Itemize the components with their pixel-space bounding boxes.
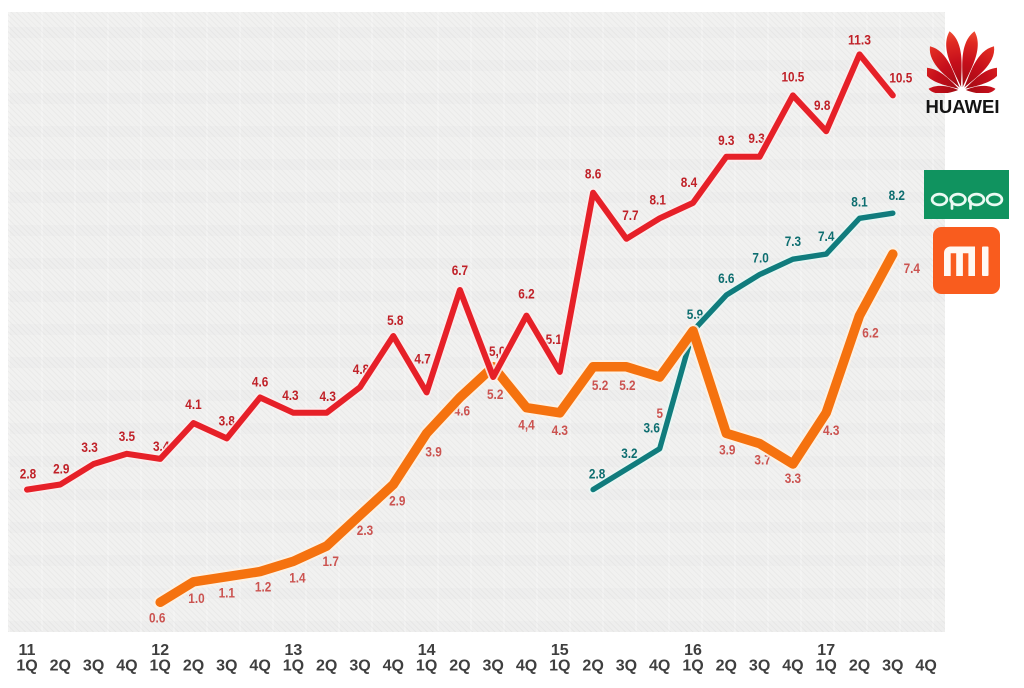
svg-text:9.3: 9.3 [748, 130, 765, 146]
svg-text:1Q: 1Q [682, 658, 703, 675]
svg-text:3.3: 3.3 [785, 470, 802, 486]
svg-text:2Q: 2Q [316, 658, 337, 675]
svg-text:7.3: 7.3 [785, 233, 802, 249]
svg-text:4,4: 4,4 [518, 417, 535, 433]
svg-text:4Q: 4Q [516, 658, 537, 675]
svg-text:4.3: 4.3 [552, 422, 569, 438]
svg-text:5.8: 5.8 [387, 312, 404, 328]
svg-text:10.5: 10.5 [889, 69, 912, 85]
svg-text:3Q: 3Q [483, 658, 504, 675]
svg-text:1.2: 1.2 [255, 579, 272, 595]
svg-text:3.5: 3.5 [119, 428, 136, 444]
svg-text:6.2: 6.2 [518, 286, 535, 302]
svg-text:14: 14 [418, 642, 436, 659]
svg-text:4.6: 4.6 [252, 374, 269, 390]
svg-text:2.9: 2.9 [389, 493, 406, 509]
svg-text:2Q: 2Q [50, 658, 71, 675]
svg-text:3Q: 3Q [349, 658, 370, 675]
svg-text:3Q: 3Q [83, 658, 104, 675]
svg-text:2Q: 2Q [183, 658, 204, 675]
svg-text:2Q: 2Q [449, 658, 470, 675]
svg-text:4Q: 4Q [782, 658, 803, 675]
svg-text:4.1: 4.1 [185, 396, 202, 412]
svg-text:4.3: 4.3 [282, 387, 299, 403]
svg-text:1Q: 1Q [816, 658, 837, 675]
svg-text:1Q: 1Q [16, 658, 37, 675]
svg-text:3Q: 3Q [882, 658, 903, 675]
svg-text:1Q: 1Q [416, 658, 437, 675]
svg-text:4Q: 4Q [383, 658, 404, 675]
svg-text:2.9: 2.9 [53, 461, 70, 477]
svg-text:1.4: 1.4 [289, 569, 306, 585]
svg-text:1.7: 1.7 [323, 553, 340, 569]
svg-text:10.5: 10.5 [781, 68, 804, 84]
svg-text:8.1: 8.1 [851, 193, 868, 209]
svg-text:1.1: 1.1 [219, 585, 236, 601]
svg-text:13: 13 [285, 642, 303, 659]
svg-text:8.2: 8.2 [889, 187, 906, 203]
svg-text:3.9: 3.9 [425, 443, 442, 459]
svg-text:8.1: 8.1 [650, 191, 667, 207]
svg-text:16: 16 [684, 642, 702, 659]
svg-text:3.6: 3.6 [644, 420, 661, 436]
svg-text:1Q: 1Q [283, 658, 304, 675]
svg-text:17: 17 [817, 642, 835, 659]
svg-text:5.1: 5.1 [546, 331, 563, 347]
svg-text:7.4: 7.4 [818, 228, 835, 244]
svg-text:9.3: 9.3 [718, 132, 735, 148]
svg-text:4Q: 4Q [649, 658, 670, 675]
svg-text:8.4: 8.4 [681, 174, 698, 190]
svg-text:15: 15 [551, 642, 569, 659]
svg-text:0.6: 0.6 [149, 609, 166, 625]
svg-text:7.0: 7.0 [752, 250, 769, 266]
svg-text:7.4: 7.4 [904, 260, 921, 276]
svg-text:8.6: 8.6 [585, 166, 602, 182]
svg-text:4Q: 4Q [116, 658, 137, 675]
svg-text:5: 5 [656, 405, 663, 421]
svg-text:4Q: 4Q [915, 658, 936, 675]
svg-text:4.3: 4.3 [320, 388, 337, 404]
svg-text:7.7: 7.7 [622, 207, 639, 223]
svg-text:5.2: 5.2 [487, 386, 504, 402]
svg-text:3.8: 3.8 [219, 412, 236, 428]
svg-text:4.7: 4.7 [414, 350, 431, 366]
svg-text:3Q: 3Q [749, 658, 770, 675]
svg-text:12: 12 [151, 642, 169, 659]
svg-text:2.8: 2.8 [589, 466, 606, 482]
svg-text:3.9: 3.9 [719, 441, 736, 457]
svg-text:5.2: 5.2 [619, 377, 636, 393]
svg-text:9.8: 9.8 [814, 97, 831, 113]
svg-text:2.8: 2.8 [20, 466, 37, 482]
svg-text:6.6: 6.6 [718, 270, 735, 286]
svg-text:2Q: 2Q [716, 658, 737, 675]
svg-text:3Q: 3Q [216, 658, 237, 675]
svg-text:3Q: 3Q [616, 658, 637, 675]
svg-text:6.7: 6.7 [452, 262, 469, 278]
svg-text:4Q: 4Q [249, 658, 270, 675]
svg-text:11.3: 11.3 [848, 31, 871, 47]
svg-text:6.2: 6.2 [862, 325, 879, 341]
svg-text:2.3: 2.3 [357, 522, 374, 538]
svg-text:1.0: 1.0 [188, 590, 205, 606]
svg-text:2Q: 2Q [582, 658, 603, 675]
svg-text:2Q: 2Q [849, 658, 870, 675]
svg-text:5.2: 5.2 [592, 377, 609, 393]
svg-text:4.3: 4.3 [823, 422, 840, 438]
svg-text:3.3: 3.3 [81, 439, 98, 455]
svg-text:3.2: 3.2 [621, 445, 638, 461]
svg-text:11: 11 [19, 642, 36, 659]
svg-text:1Q: 1Q [150, 658, 171, 675]
svg-text:1Q: 1Q [549, 658, 570, 675]
